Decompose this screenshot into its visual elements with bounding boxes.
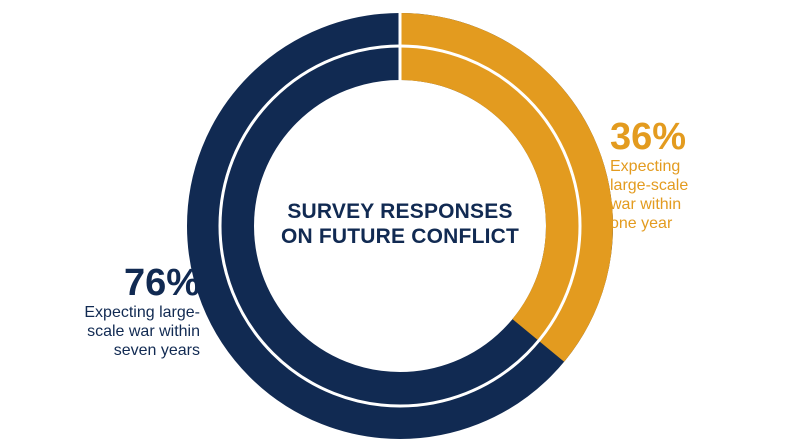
callout-one-year-value: 36%: [610, 116, 687, 158]
callout-one-year: 36% Expecting large-scale war within one…: [610, 117, 760, 233]
callout-seven-years: 76% Expecting large- scale war within se…: [30, 263, 200, 360]
donut-slice-one-year: [400, 13, 613, 362]
callout-one-year-label-line-1: Expecting: [610, 158, 681, 175]
chart-title: SURVEY RESPONSES ON FUTURE CONFLICT: [240, 199, 560, 249]
callout-seven-years-label-line-3: seven years: [113, 342, 200, 359]
callout-one-year-label-line-3: war within: [610, 196, 682, 213]
callout-one-year-label-line-2: large-scale: [610, 177, 689, 194]
chart-title-line-1: SURVEY RESPONSES: [287, 200, 513, 223]
callout-seven-years-label-line-2: scale war within: [87, 323, 200, 340]
callout-one-year-label: Expecting large-scale war within one yea…: [610, 157, 760, 233]
chart-title-line-2: ON FUTURE CONFLICT: [280, 225, 520, 248]
callout-one-year-label-line-4: one year: [610, 215, 673, 232]
callout-seven-years-label: Expecting large- scale war within seven …: [30, 303, 200, 360]
callout-seven-years-label-line-1: Expecting large-: [84, 304, 200, 321]
callout-seven-years-value: 76%: [123, 262, 200, 304]
